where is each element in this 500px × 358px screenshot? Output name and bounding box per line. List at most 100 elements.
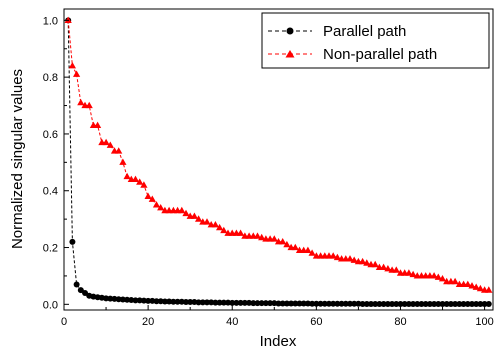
data-point	[157, 204, 165, 211]
data-point	[68, 62, 76, 69]
data-point	[190, 212, 198, 219]
data-point	[220, 226, 228, 234]
data-point	[216, 299, 223, 306]
y-tick-label: 0.2	[43, 243, 58, 255]
data-point	[279, 300, 286, 307]
data-point	[241, 299, 248, 306]
data-point	[275, 300, 282, 307]
data-point	[152, 201, 161, 208]
data-point	[211, 221, 219, 228]
data-point	[237, 229, 245, 236]
data-point	[410, 301, 417, 308]
data-point	[481, 301, 488, 308]
data-point	[389, 301, 396, 308]
data-point	[392, 266, 400, 273]
data-point	[237, 299, 244, 306]
x-tick-label: 80	[394, 316, 406, 328]
data-point	[477, 301, 484, 308]
data-point	[233, 299, 240, 306]
data-point	[372, 301, 379, 308]
data-point	[132, 297, 139, 304]
legend: Parallel path Non-parallel path	[261, 12, 490, 69]
plot-area	[64, 16, 493, 308]
data-point	[468, 301, 475, 308]
data-point	[321, 300, 328, 307]
data-point	[296, 300, 303, 307]
data-point	[464, 280, 472, 287]
data-point	[195, 215, 203, 222]
y-axis-title: Normalized singular values	[9, 69, 26, 249]
data-point	[229, 299, 236, 306]
data-point	[438, 275, 447, 282]
data-point	[212, 299, 219, 306]
data-point	[485, 301, 492, 308]
data-point	[106, 141, 114, 148]
legend-marker-parallel	[286, 27, 294, 35]
legend-box	[261, 12, 490, 69]
data-point	[204, 299, 210, 306]
data-point	[253, 232, 262, 239]
data-point	[473, 301, 480, 308]
data-point	[119, 158, 127, 165]
data-point	[384, 301, 391, 308]
x-tick-label: 100	[475, 316, 493, 328]
data-point	[325, 300, 332, 307]
data-point	[308, 249, 316, 256]
data-point	[405, 269, 413, 276]
legend-marker-nonparallel	[285, 50, 295, 58]
data-point	[220, 299, 227, 306]
data-point	[148, 195, 156, 202]
data-point	[136, 178, 144, 185]
data-point	[270, 235, 278, 242]
data-point	[368, 301, 375, 308]
data-point	[115, 147, 123, 154]
legend-label-nonparallel: Non-parallel path	[323, 46, 437, 63]
y-tick-label: 0.6	[43, 129, 58, 141]
data-point	[434, 273, 442, 280]
data-point	[77, 287, 84, 294]
x-tick-label: 40	[226, 316, 238, 328]
data-point	[393, 301, 400, 308]
data-point	[64, 16, 72, 23]
data-point	[250, 300, 257, 307]
data-point	[153, 298, 160, 305]
axes: 0 20 40 60 80 100 0.0 0.2 0.4 0.6 0.8 1.0	[43, 15, 494, 328]
data-point	[254, 300, 261, 307]
data-point	[170, 298, 177, 305]
data-point	[464, 301, 471, 308]
data-point	[288, 300, 295, 307]
legend-label-parallel: Parallel path	[323, 23, 406, 40]
data-point	[174, 298, 181, 305]
x-tick-label: 60	[310, 316, 322, 328]
x-tick-label: 20	[142, 316, 154, 328]
data-point	[283, 240, 291, 248]
data-point	[333, 253, 341, 261]
data-point	[405, 301, 412, 308]
data-point	[350, 256, 358, 263]
data-point	[447, 301, 454, 308]
x-axis-title: Index	[260, 333, 297, 350]
data-point	[317, 300, 324, 307]
data-point	[309, 300, 316, 307]
data-point	[73, 70, 81, 77]
data-point	[468, 282, 476, 289]
data-point	[300, 300, 307, 307]
data-point	[363, 301, 370, 308]
data-point	[422, 301, 429, 308]
data-point	[258, 233, 266, 241]
y-tick-label: 1.0	[43, 15, 58, 27]
data-point	[371, 260, 379, 268]
data-point	[460, 301, 467, 308]
data-point	[85, 101, 93, 109]
data-point	[77, 98, 85, 106]
data-point	[359, 301, 366, 308]
data-point	[102, 138, 110, 146]
data-point	[182, 299, 189, 306]
plot-frame	[63, 8, 494, 311]
y-tick-label: 0.0	[43, 299, 58, 311]
data-point	[258, 300, 265, 307]
data-point	[338, 300, 345, 307]
data-point	[262, 300, 269, 307]
data-point	[435, 301, 442, 308]
